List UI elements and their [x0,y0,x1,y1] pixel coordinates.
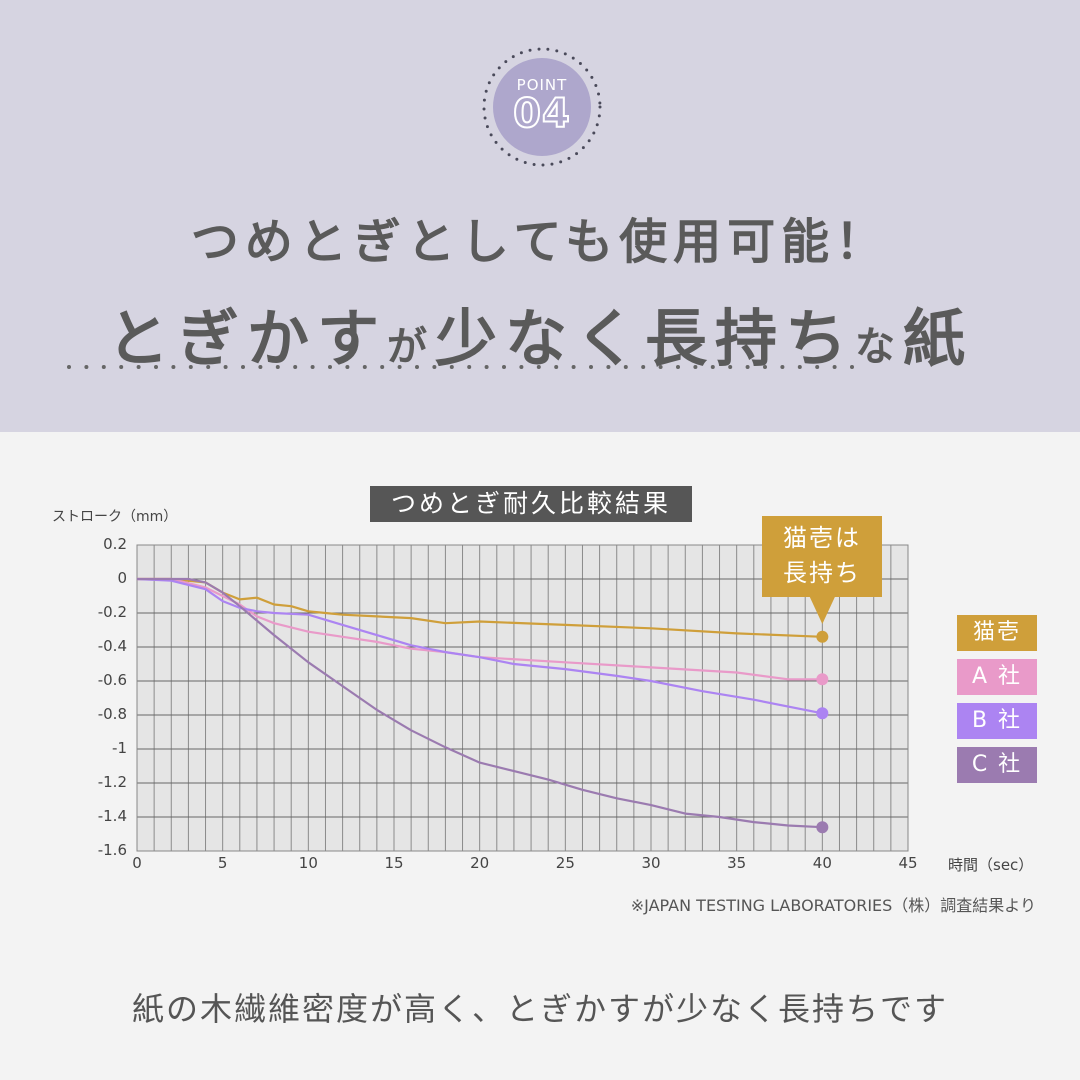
series-line [137,577,823,829]
point-badge: POINT 04 [481,46,603,168]
y-tick-label: -1.4 [97,807,127,825]
series-end-marker [816,707,829,720]
series-end-marker [816,821,829,834]
y-tick-label: 0 [117,569,127,587]
headline-1: つめとぎとしても使用可能！ [190,214,890,270]
callout-nekoichi: 猫壱は 長持ち [762,516,882,597]
legend-company-c: C 社 [957,747,1037,783]
legend-company-b: B 社 [957,703,1037,739]
legend-company-a: A 社 [957,659,1037,695]
x-tick-label: 10 [298,854,318,872]
y-tick-label: -0.6 [97,671,127,689]
x-tick-label: 30 [641,854,661,872]
y-tick-label: -0.2 [97,603,127,621]
x-tick-label: 25 [555,854,575,872]
y-tick-label: -1.2 [97,773,127,791]
callout-line: 猫壱は [783,524,861,552]
headline-2: とぎかすが少なく長持ちな紙 [0,288,1080,378]
headline-2-part: とぎかす [106,302,387,375]
series-line [136,577,823,715]
badge-label: POINT [516,76,568,94]
dotted-underline [67,365,871,369]
y-tick-label: -1 [112,739,127,757]
headline-2-part: 少なく長持ち [434,302,855,375]
x-tick-label: 5 [217,854,228,872]
callout-pointer [809,596,836,624]
x-tick-label: 15 [384,854,404,872]
headline-2-part: が [386,324,435,370]
legend-nekoichi: 猫壱 [957,615,1037,651]
series-end-marker [816,630,829,643]
x-tick-label: 45 [898,854,918,872]
series-end-marker [816,673,829,686]
badge-circle: POINT 04 [493,58,591,156]
x-tick-label: 40 [812,854,832,872]
y-axis-label: ストローク（mm） [52,509,178,525]
badge-number: 04 [512,91,571,137]
y-tick-label: 0.2 [103,535,127,553]
dotted-ring-icon [482,47,602,167]
headline-2-part: な [855,324,903,370]
x-tick-label: 0 [132,854,142,872]
header-section: POINT 04 つめとぎとしても使用可能！ とぎかすが少なく長持ちな紙 [0,0,1080,432]
series-line [137,577,823,681]
y-tick-label: -0.4 [97,637,127,655]
callout-line: 長持ち [783,559,861,587]
chart-title: つめとぎ耐久比較結果 [370,486,692,522]
x-tick-label: 35 [727,854,747,872]
footer-caption: 紙の木繊維密度が高く、とぎかすが少なく長持ちです [131,990,948,1028]
source-note: ※JAPAN TESTING LABORATORIES（株）調査結果より [630,896,1036,915]
y-tick-label: -0.8 [97,705,127,723]
y-tick-label: -1.6 [97,841,127,859]
x-tick-label: 20 [470,854,490,872]
headline-2-part: 紙 [903,302,974,375]
x-axis-label: 時間（sec） [948,856,1034,874]
